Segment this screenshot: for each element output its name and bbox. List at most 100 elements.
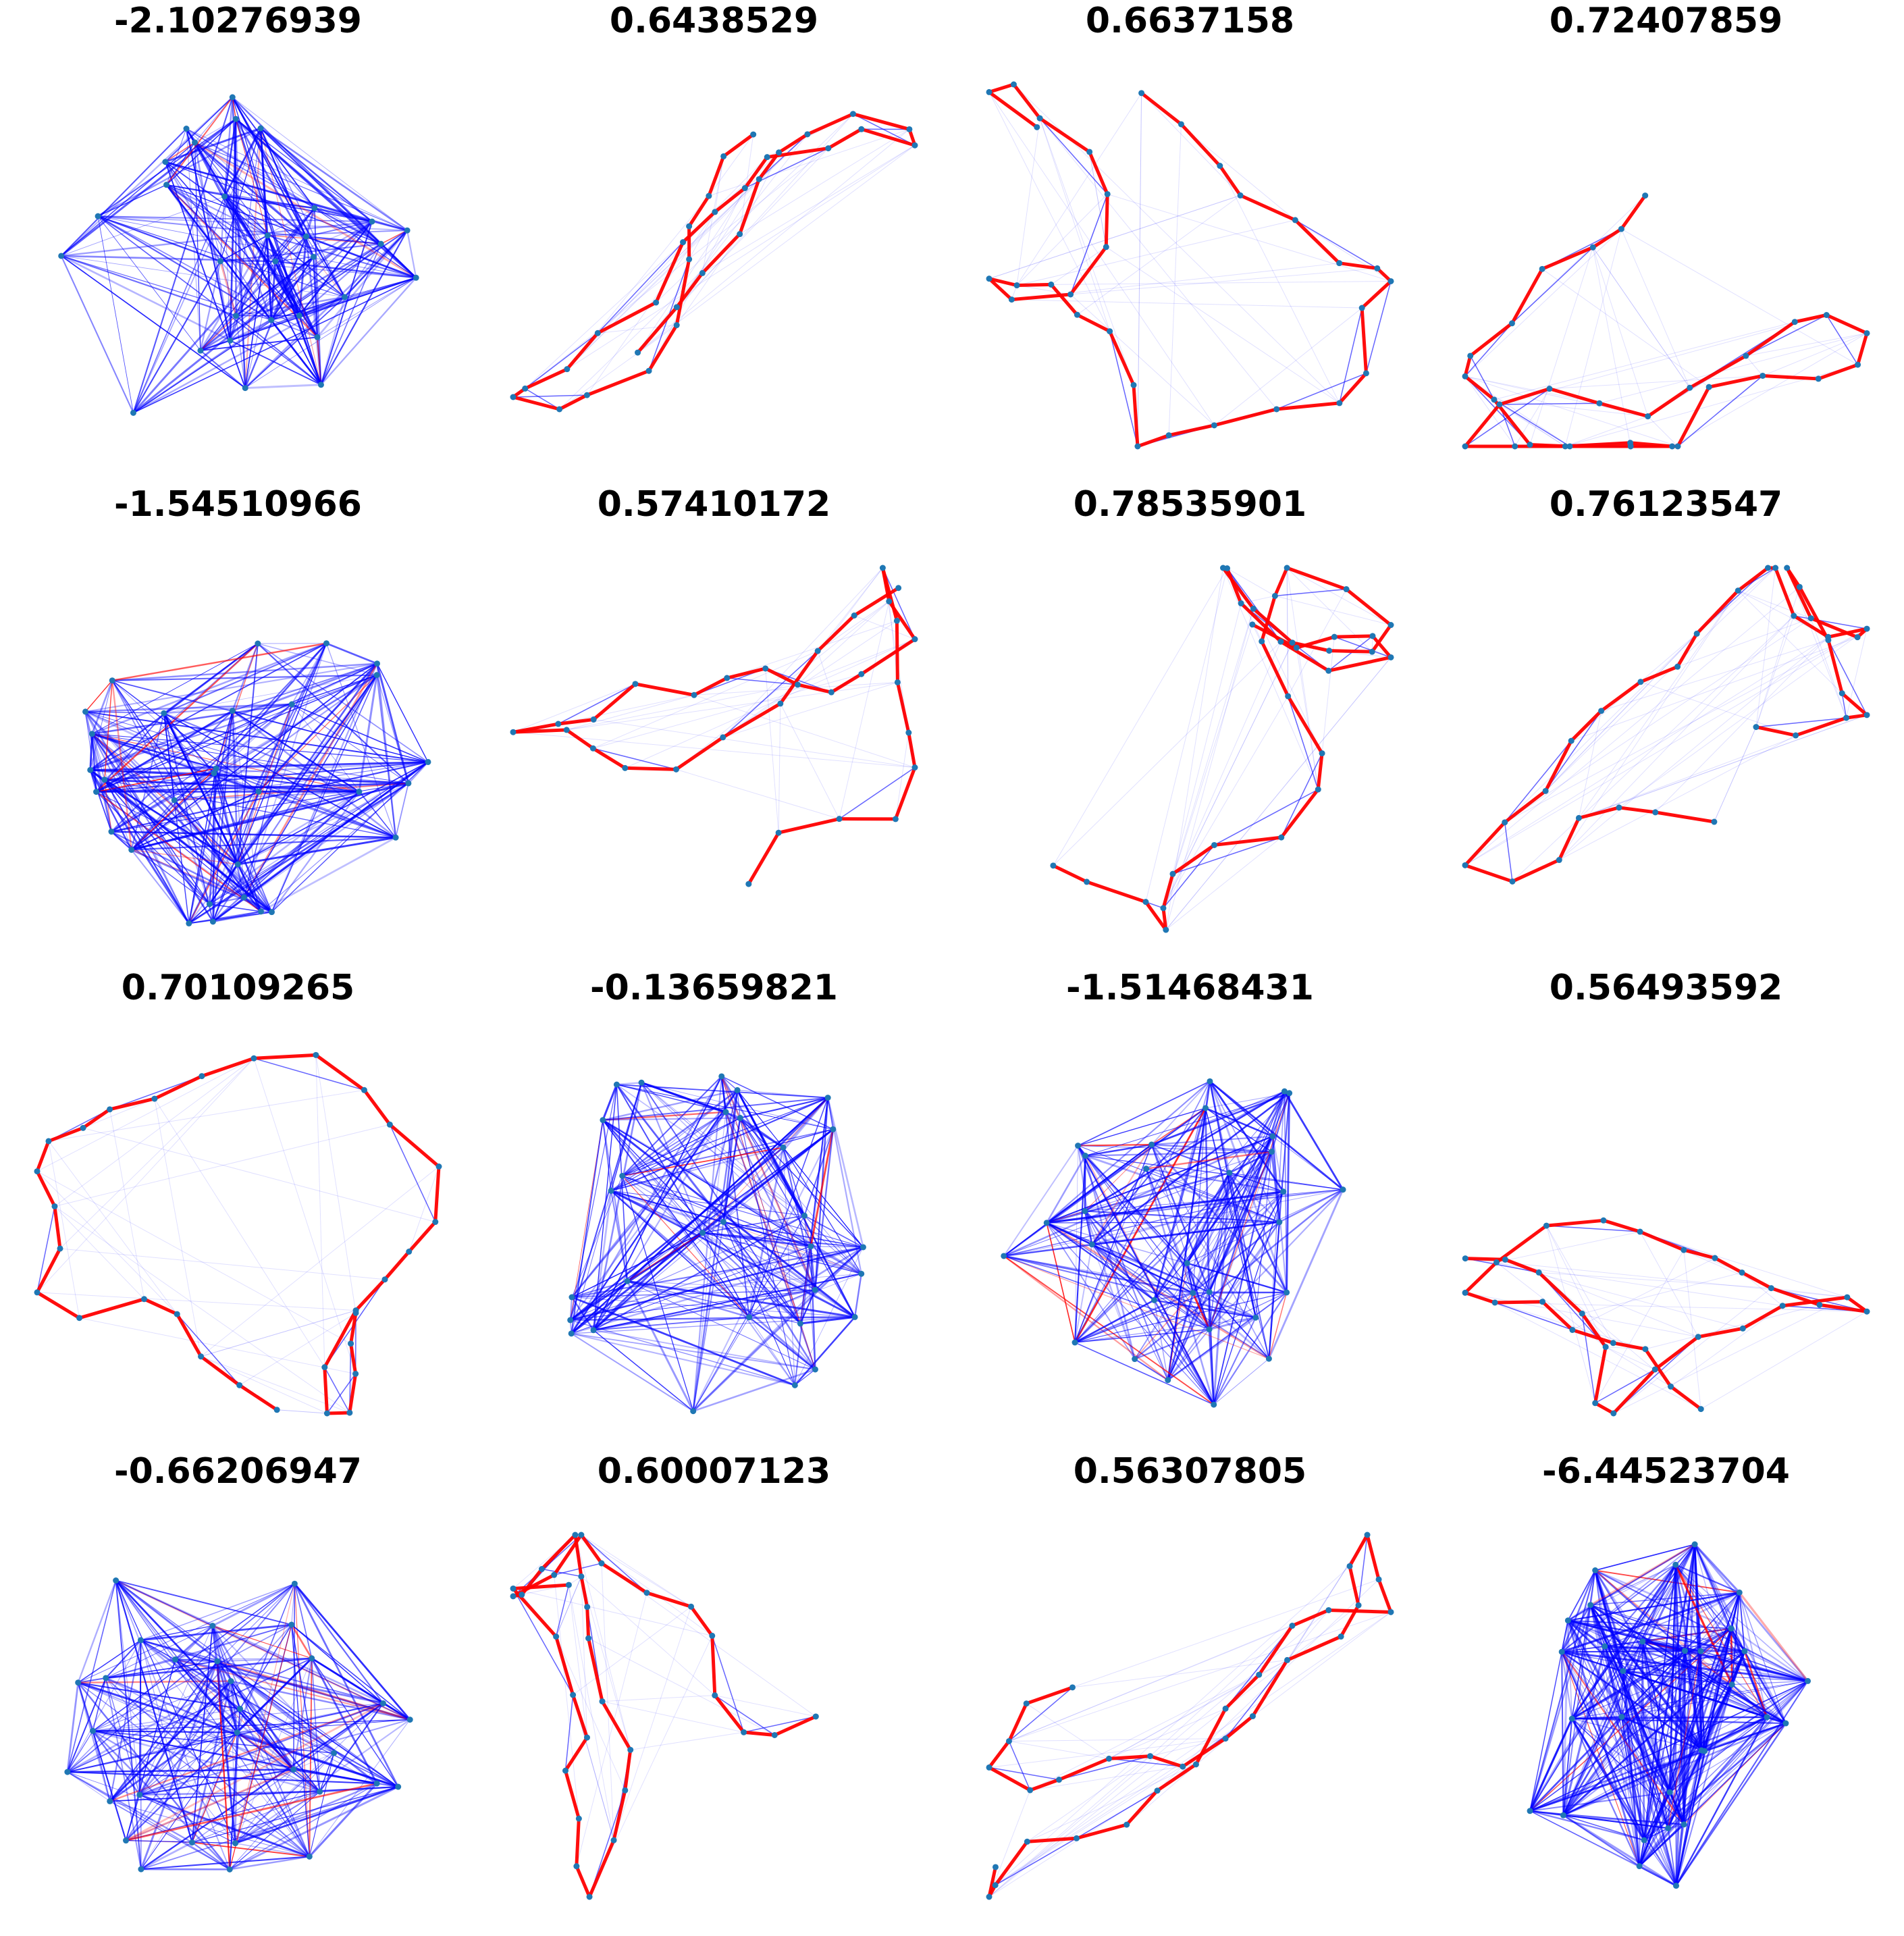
graph-edge: [1284, 1091, 1344, 1191]
graph-edge: [1137, 93, 1142, 447]
graph-edge: [1109, 1754, 1151, 1760]
graph-node: [1043, 1220, 1050, 1226]
graph-edge: [211, 1625, 232, 1681]
edges-group: [569, 1076, 864, 1412]
graph-edge: [1286, 566, 1347, 591]
graph-edge: [710, 1636, 717, 1696]
graph-edge: [1153, 1107, 1207, 1301]
graph-node: [51, 1203, 58, 1209]
graph-edge: [778, 132, 809, 154]
graph-edge: [230, 319, 272, 342]
graph-node: [242, 385, 248, 392]
graph-edge: [1570, 1564, 1677, 1720]
graph-edge: [1016, 282, 1051, 288]
graph-node: [1558, 1648, 1565, 1655]
graph-edge: [654, 241, 685, 304]
graph-edge: [1003, 1135, 1273, 1257]
graph-edge: [253, 1053, 317, 1060]
graph-edge: [209, 904, 261, 912]
graph-edge: [359, 791, 396, 838]
graph-edge: [1286, 567, 1289, 696]
graph-edge: [747, 831, 781, 885]
graph-canvas: [510, 1532, 819, 1900]
graph-node: [638, 1079, 645, 1086]
graph-node: [1496, 401, 1503, 408]
graph-edge: [54, 1206, 144, 1300]
graph-edge: [235, 1785, 399, 1844]
graph-node: [1222, 1705, 1229, 1712]
graph-edge: [348, 1373, 358, 1413]
graph-edge: [109, 1708, 241, 1802]
graph-edge: [215, 768, 245, 898]
graph-edge: [236, 1584, 295, 1733]
graph-edge: [570, 1319, 795, 1386]
graph-edge: [67, 1583, 295, 1773]
graph-edge: [1675, 1564, 1768, 1718]
graph-node: [1271, 592, 1278, 599]
graph-node: [1568, 737, 1575, 744]
graph-node: [1010, 81, 1017, 88]
graph-edge: [213, 773, 239, 865]
graph-node: [1839, 690, 1845, 697]
graph-node: [356, 788, 363, 795]
graph-edge: [188, 904, 210, 924]
graph-node: [1560, 1812, 1566, 1819]
graph-edge: [1592, 247, 1691, 388]
graph-edge: [166, 184, 272, 321]
graph-edge: [217, 1584, 295, 1662]
graph-edge: [163, 712, 214, 922]
graph-edge: [91, 733, 97, 792]
graph-edge: [1074, 1107, 1207, 1343]
graph-edge: [571, 1332, 816, 1370]
graph-node: [234, 1729, 240, 1736]
graph-node: [1165, 432, 1172, 439]
graph-edge: [166, 184, 268, 236]
graph-node: [311, 205, 318, 211]
graph-edge: [1091, 1092, 1290, 1245]
graph-node: [381, 1276, 388, 1283]
panel-title: 0.76123547: [1549, 484, 1783, 525]
graph-edge: [1085, 1151, 1272, 1157]
graph-node: [1338, 1633, 1344, 1640]
graph-edge: [1271, 1151, 1281, 1222]
graph-edge: [97, 118, 236, 217]
graph-node: [1237, 192, 1244, 199]
graph-edge: [1675, 1564, 1732, 1629]
graph-edge: [1051, 246, 1107, 285]
graph-edge: [854, 615, 916, 640]
panel-title: 0.6438529: [609, 1, 819, 41]
graph-edge: [309, 1752, 335, 1857]
graph-node: [1269, 1149, 1275, 1155]
graph-node: [151, 1095, 158, 1102]
graph-edge: [235, 119, 246, 388]
graph-node: [610, 1837, 617, 1843]
graph-node: [1793, 732, 1799, 739]
graph-node: [113, 1577, 120, 1584]
graph-edge: [1697, 1326, 1743, 1339]
graph-edge: [723, 1222, 816, 1290]
graph-edge: [1049, 283, 1079, 316]
graph-node: [613, 1081, 620, 1088]
graph-node: [1160, 905, 1167, 912]
graph-edge: [1058, 1757, 1110, 1781]
graph-edge: [154, 1099, 202, 1357]
graph-edge: [1739, 1592, 1768, 1718]
graph-edge: [627, 1097, 828, 1282]
graph-edge: [1511, 858, 1560, 883]
graph-edge: [1595, 1369, 1656, 1404]
graph-edge: [1255, 1151, 1272, 1318]
graph-edge: [239, 1312, 356, 1386]
graph-edge: [1161, 873, 1175, 909]
graph-edge: [556, 1576, 582, 1637]
graph-node: [323, 1410, 330, 1417]
graph-edge: [95, 643, 259, 793]
nodes-group: [1527, 1541, 1812, 1889]
graph-edge: [1016, 194, 1108, 286]
edges-group: [1003, 1080, 1344, 1405]
graph-edge: [294, 1583, 411, 1721]
graph-edge: [1286, 695, 1324, 754]
graph-node: [1082, 1207, 1088, 1214]
graph-node: [741, 1729, 747, 1735]
graph-edge: [622, 1176, 694, 1411]
graph-edge: [800, 1315, 855, 1325]
